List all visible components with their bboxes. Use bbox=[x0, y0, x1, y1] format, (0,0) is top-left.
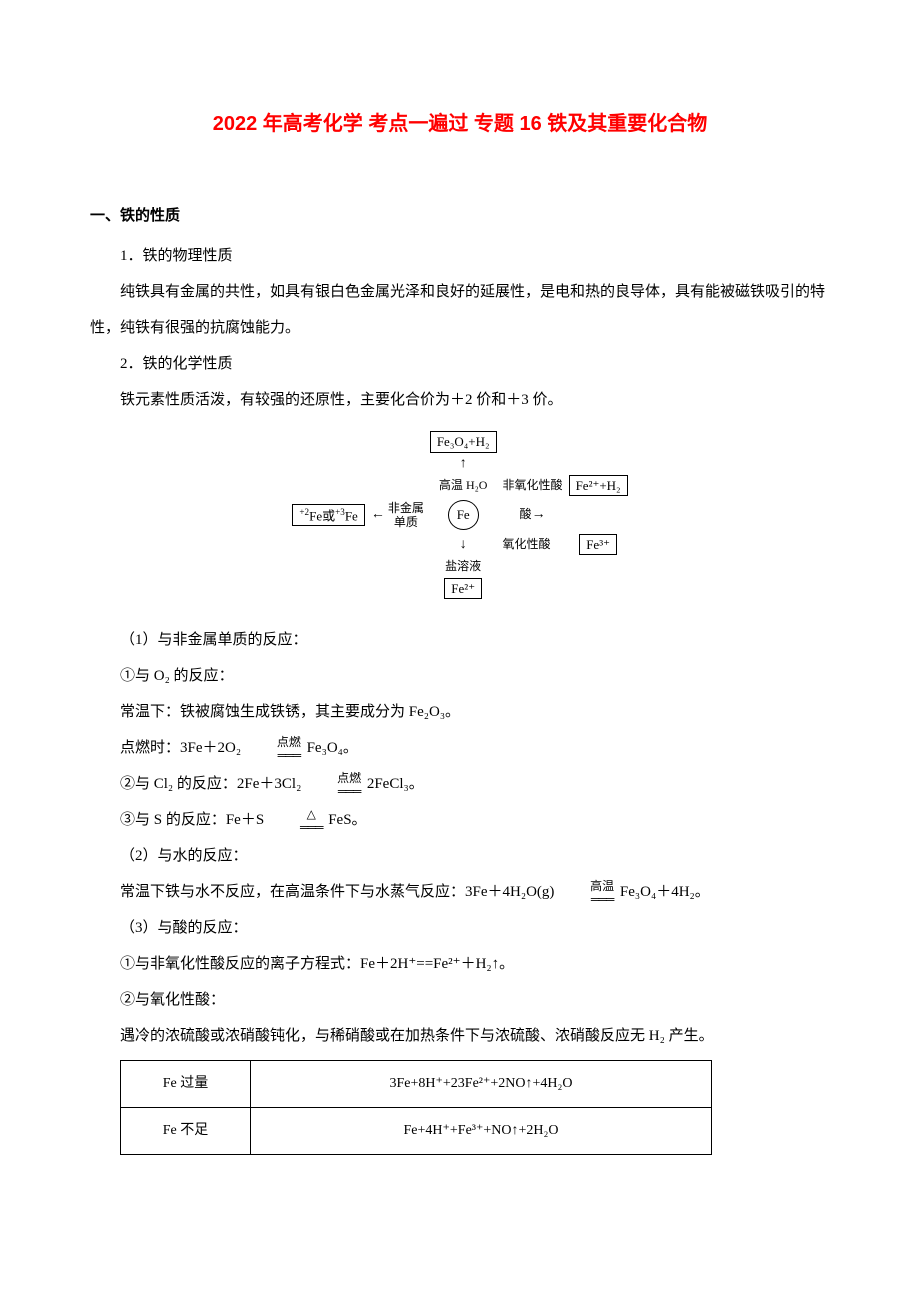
r1-o2-title: ①与 O₂ 的反应： bbox=[90, 658, 830, 694]
section-heading: 一、铁的性质 bbox=[90, 198, 830, 234]
diagram-bottom-label: 盐溶液 bbox=[429, 558, 498, 574]
r2-title: （2）与水的反应： bbox=[90, 838, 830, 874]
condition-label: 点燃 ═══ bbox=[307, 772, 361, 798]
table-cell: 3Fe+8H⁺+23Fe²⁺+2NO↑+4H₂O bbox=[251, 1061, 712, 1108]
sub1-body: 纯铁具有金属的共性，如具有银白色金属光泽和良好的延展性，是电和热的良导体，具有能… bbox=[90, 274, 830, 346]
sub1-title: 1．铁的物理性质 bbox=[90, 238, 830, 274]
diagram-left-label: ← 非金属 单质 bbox=[370, 499, 425, 531]
diagram-right-top-box: Fe²⁺+H₂ bbox=[569, 475, 628, 497]
r1-s: ③与 S 的反应：Fe＋S △ ═══ FeS。 bbox=[90, 802, 830, 838]
r3-title: （3）与酸的反应： bbox=[90, 910, 830, 946]
r1-title: （1）与非金属单质的反应： bbox=[90, 622, 830, 658]
condition-label: 高温 ═══ bbox=[560, 880, 614, 906]
diagram-left-box: +2Fe或+3Fe bbox=[292, 504, 364, 527]
diagram-right-bot-box: Fe³⁺ bbox=[579, 534, 617, 556]
diagram-top-label: 高温 H₂O bbox=[429, 474, 498, 498]
table-row: Fe 不足 Fe+4H⁺+Fe³⁺+NO↑+2H₂O bbox=[121, 1107, 712, 1154]
table-cell: Fe 不足 bbox=[121, 1107, 251, 1154]
diagram-branch-bot-label: 氧化性酸 bbox=[502, 533, 564, 557]
diagram-bottom-box: Fe²⁺ bbox=[444, 578, 482, 600]
condition-label: △ ═══ bbox=[270, 808, 323, 834]
r1-o2-burn: 点燃时：3Fe＋2O₂ 点燃 ═══ Fe₃O₄。 bbox=[90, 730, 830, 766]
diagram-branch-top-label: 非氧化性酸 bbox=[502, 474, 564, 498]
condition-label: 点燃 ═══ bbox=[247, 736, 301, 762]
arrow-down-icon: ↓ bbox=[429, 533, 498, 557]
r1-o2-normal: 常温下：铁被腐蚀生成铁锈，其主要成分为 Fe₂O₃。 bbox=[90, 694, 830, 730]
r3-ox-title: ②与氧化性酸： bbox=[90, 982, 830, 1018]
table-cell: Fe 过量 bbox=[121, 1061, 251, 1108]
page-title: 2022 年高考化学 考点一遍过 专题 16 铁及其重要化合物 bbox=[90, 100, 830, 148]
r2-body: 常温下铁与水不反应，在高温条件下与水蒸气反应：3Fe＋4H₂O(g) 高温 ══… bbox=[90, 874, 830, 910]
sub2-title: 2．铁的化学性质 bbox=[90, 346, 830, 382]
sub2-intro: 铁元素性质活泼，有较强的还原性，主要化合价为＋2 价和＋3 价。 bbox=[90, 382, 830, 418]
r3-nonox: ①与非氧化性酸反应的离子方程式：Fe＋2H⁺==Fe²⁺＋H₂↑。 bbox=[90, 946, 830, 982]
diagram-center: Fe bbox=[448, 500, 479, 530]
arrow-up-icon: ↑ bbox=[429, 456, 498, 472]
diagram-top-box: Fe₃O₄+H₂ bbox=[430, 431, 497, 453]
reaction-diagram: Fe₃O₄+H₂ ↑ 高温 H₂O 非氧化性酸 Fe²⁺+H₂ +2Fe或+ bbox=[90, 428, 830, 602]
diagram-right-label: 酸→ bbox=[502, 499, 564, 531]
table-row: Fe 过量 3Fe+8H⁺+23Fe²⁺+2NO↑+4H₂O bbox=[121, 1061, 712, 1108]
r3-ox-body: 遇冷的浓硫酸或浓硝酸钝化，与稀硝酸或在加热条件下与浓硫酸、浓硝酸反应无 H₂ 产… bbox=[90, 1018, 830, 1054]
reaction-table: Fe 过量 3Fe+8H⁺+23Fe²⁺+2NO↑+4H₂O Fe 不足 Fe+… bbox=[120, 1060, 712, 1154]
r1-cl2: ②与 Cl₂ 的反应：2Fe＋3Cl₂ 点燃 ═══ 2FeCl₃。 bbox=[90, 766, 830, 802]
table-cell: Fe+4H⁺+Fe³⁺+NO↑+2H₂O bbox=[251, 1107, 712, 1154]
